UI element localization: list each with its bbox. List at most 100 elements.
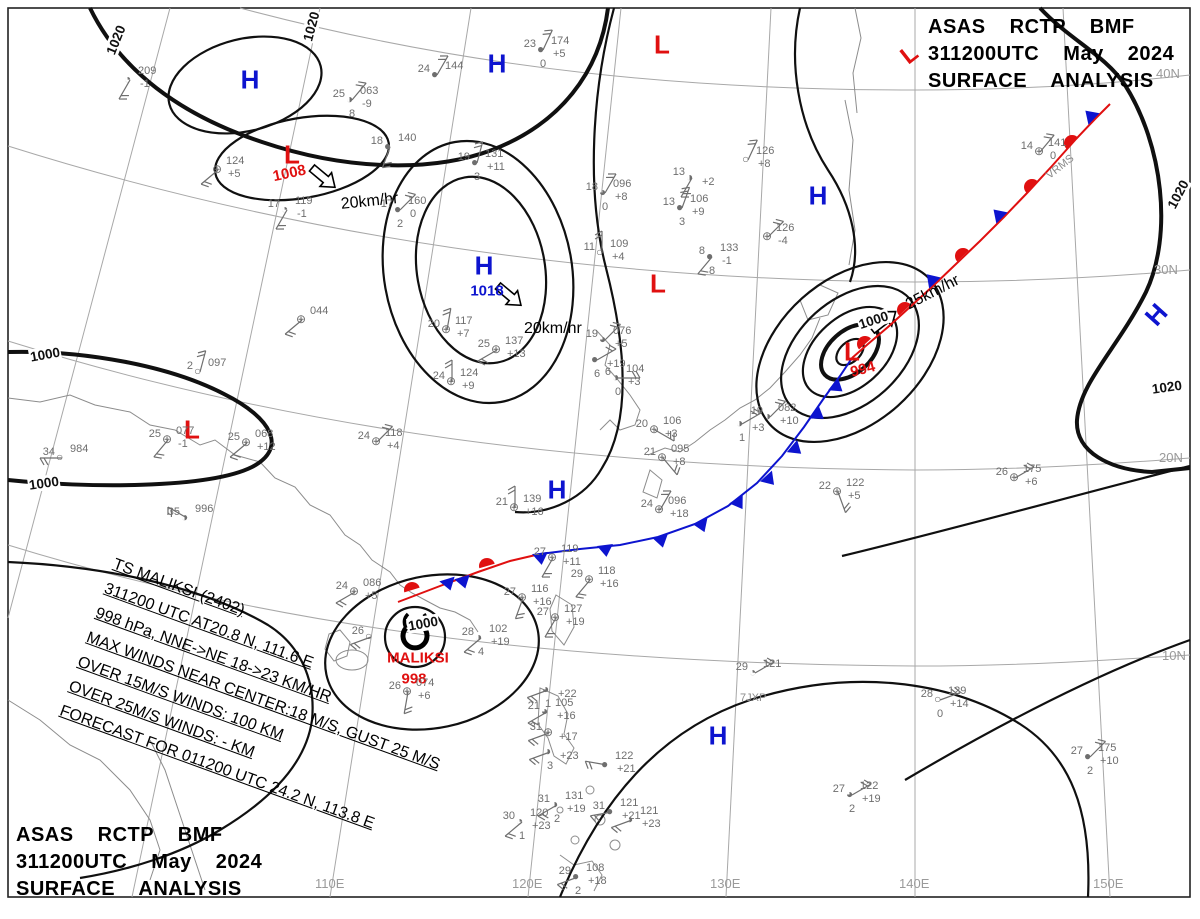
- station-tendency: -1: [722, 255, 732, 267]
- station-pressure: 121: [640, 805, 659, 817]
- wind-barb-icon: [1039, 133, 1055, 153]
- station-pressure: 140: [398, 132, 417, 144]
- station-tendency: +18: [670, 508, 689, 520]
- wind-barb-icon: [229, 442, 248, 461]
- station-tendency: 0: [410, 208, 417, 220]
- station-temperature: 14: [1020, 140, 1033, 152]
- station-temperature: 34: [42, 446, 55, 458]
- wind-barb-icon: [284, 319, 303, 338]
- station-tendency: -1: [178, 438, 188, 450]
- station-tendency: +10: [1100, 755, 1119, 767]
- wind-barb-icon: [442, 307, 452, 331]
- station-tendency: +21: [617, 763, 636, 775]
- station-pressure: 119: [561, 543, 579, 555]
- station-tendency: +16: [525, 506, 544, 518]
- isobar-label: 1000: [406, 613, 441, 634]
- wind-barb-icon: [769, 398, 786, 418]
- station-temperature: 27: [536, 606, 549, 618]
- cloud-cover-icon: ◕: [541, 704, 549, 718]
- station-temperature: 25: [227, 431, 240, 443]
- station-temperature: 28: [920, 688, 933, 700]
- wind-barb-icon: [527, 711, 548, 728]
- station-pressure: 209: [138, 65, 157, 77]
- station-pressure: 126: [756, 145, 775, 157]
- warm-front-semicircle-icon: [404, 582, 420, 593]
- station-pressure: 102: [489, 623, 508, 635]
- wind-barb-icon: [610, 819, 633, 834]
- station-low-group: 4: [478, 646, 485, 658]
- cloud-cover-icon: ◔: [516, 814, 524, 828]
- station-pressure: 104: [626, 363, 645, 375]
- cloud-cover-icon: ●: [471, 155, 479, 169]
- station-pressure: 086: [363, 577, 382, 589]
- ship-id-label: VRMS: [1044, 152, 1077, 182]
- station-pressure: 175: [1023, 463, 1042, 475]
- station-pressure: 124: [460, 367, 479, 379]
- cloud-cover-icon: ◑: [346, 92, 354, 106]
- high-center-marker: H: [808, 180, 828, 211]
- wind-barb-icon: [118, 79, 131, 100]
- cloud-cover-icon: ⊕: [1034, 144, 1045, 158]
- station-tendency: +8: [673, 456, 686, 468]
- cloud-cover-icon: ◕: [599, 332, 607, 346]
- grid-label: 40N: [1156, 66, 1180, 81]
- isobar-label: 1000: [27, 473, 61, 493]
- station-temperature: 25: [477, 338, 490, 350]
- station-temperature: 18: [585, 181, 598, 193]
- station-pressure: 127: [564, 603, 583, 615]
- station-temperature: 24: [335, 580, 348, 592]
- station-tendency: +13: [507, 348, 526, 360]
- cloud-cover-icon: ●: [606, 804, 614, 818]
- cloud-cover-icon: ○: [365, 629, 373, 643]
- station-low-group: 0: [937, 708, 944, 720]
- cloud-cover-icon: ⊕: [584, 572, 595, 586]
- station-tendency: +17: [559, 731, 578, 743]
- wind-barb-icon: [351, 81, 367, 101]
- station-temperature: 20: [427, 318, 440, 330]
- cold-front-triangle-icon: [993, 209, 1008, 224]
- station-temperature: 31: [592, 800, 605, 812]
- low-center-marker: L: [650, 268, 666, 299]
- station-tendency: +6: [1025, 476, 1038, 488]
- station-low-group: 8: [709, 265, 716, 277]
- station-temperature: 18: [370, 135, 383, 147]
- wind-barb-icon: [526, 689, 549, 704]
- station-temperature: 19: [750, 405, 763, 417]
- station-tendency: +3: [628, 376, 641, 388]
- station-tendency: +5: [228, 168, 241, 180]
- station-low-group: 0: [615, 386, 622, 398]
- cloud-cover-icon: ◔: [124, 72, 132, 86]
- station-temperature: 24: [417, 63, 430, 75]
- cold-front-triangle-icon: [532, 551, 548, 565]
- cloud-cover-icon: ⊕: [762, 229, 773, 243]
- title-line3: SURFACE ANALYSIS: [928, 70, 1154, 92]
- station-pressure: 118: [598, 565, 616, 577]
- station-temperature: 27: [533, 546, 546, 558]
- wind-barb-icon: [741, 408, 762, 425]
- station-temperature: 17: [267, 198, 280, 210]
- low-center-marker: L: [184, 414, 200, 445]
- station-temperature: 26: [995, 466, 1008, 478]
- cloud-cover-icon: ◑: [736, 416, 744, 430]
- isobar-label: 1020: [300, 9, 323, 44]
- station-low-group: 0: [540, 58, 547, 70]
- wind-barb-icon: [604, 321, 621, 341]
- low-mark-icon: L: [895, 39, 924, 70]
- station-tendency: +16: [557, 710, 576, 722]
- station-low-group: 1: [519, 830, 526, 842]
- station-low-group: 6: [594, 368, 601, 380]
- station-pressure: 141: [1048, 137, 1067, 149]
- title-line2: 311200UTC May 2024: [928, 43, 1175, 65]
- station-temperature: 11: [583, 241, 595, 253]
- wind-barb-icon: [575, 579, 591, 599]
- station-temperature: 13: [662, 196, 675, 208]
- station-pressure: 117: [455, 315, 473, 327]
- station-pressure: 097: [208, 357, 227, 369]
- station-tendency: +5: [848, 490, 861, 502]
- title-block-top-right: ASAS RCTP BMF L 311200UTC May 2024 SURFA…: [895, 14, 1175, 95]
- isobar-label: 1020: [1150, 377, 1184, 397]
- isobar-label: 1020: [103, 22, 129, 58]
- wind-barb-icon: [584, 760, 608, 770]
- station-pressure: 121: [620, 797, 639, 809]
- cloud-cover-icon: ⊕: [509, 500, 520, 514]
